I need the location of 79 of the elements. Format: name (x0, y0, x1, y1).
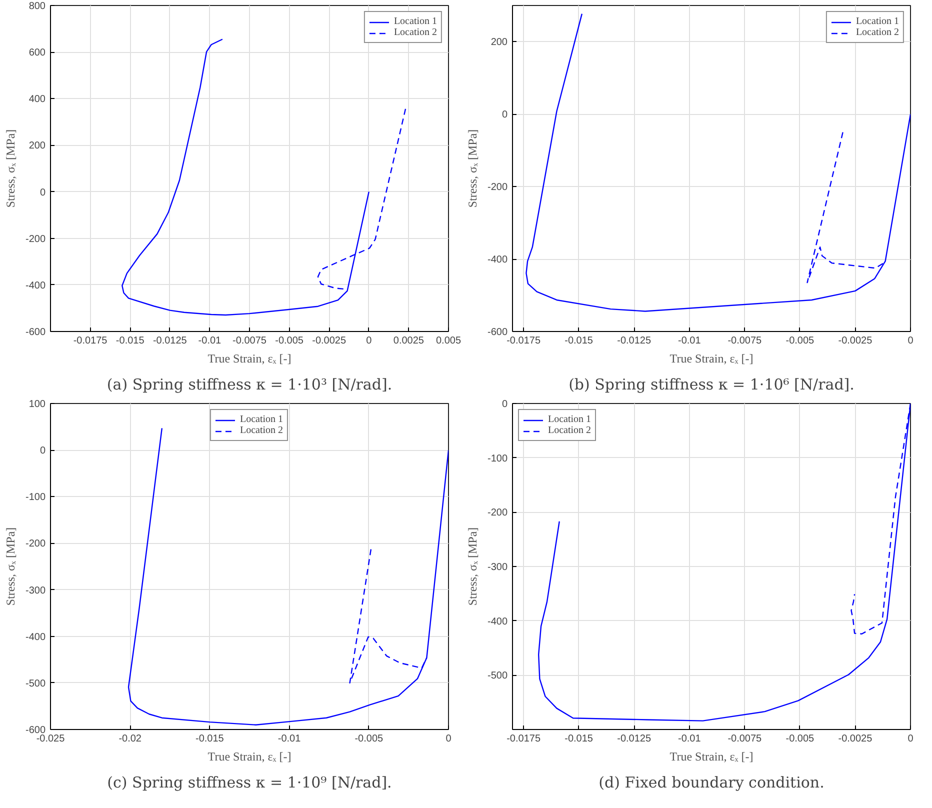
x-axis-title: True Strain, εₓ [-] (670, 750, 754, 764)
y-tick-label: 0 (40, 446, 46, 457)
legend-label: Location 1 (548, 414, 592, 425)
x-tick-label: -0.0075 (728, 336, 762, 346)
x-tick-label: -0.0125 (617, 734, 652, 744)
y-axis-title: Stress, σₓ [MPa] (3, 527, 18, 606)
legend-label: Location 2 (548, 425, 592, 436)
y-tick-label: -600 (25, 725, 46, 736)
y-tick-label: -600 (25, 327, 46, 338)
x-axis-title: True Strain, εₓ [-] (208, 352, 292, 366)
x-tick-label: -0.0175 (73, 336, 108, 346)
text: (d) Fixed boundary condition. (598, 774, 824, 792)
y-tick-label: -400 (25, 280, 46, 292)
x-tick-label: -0.0175 (506, 336, 541, 346)
y-tick-label: -400 (487, 616, 508, 628)
text: (b) Spring stiffness κ = 1·10⁶ [N/rad]. (568, 376, 854, 394)
x-tick-label: -0.0125 (617, 336, 652, 346)
y-tick-label: -300 (25, 585, 46, 596)
x-axis-title: True Strain, εₓ [-] (670, 352, 754, 366)
y-axis-title: Stress, σₓ [MPa] (3, 129, 18, 208)
x-tick-label: -0.015 (196, 734, 224, 744)
x-tick-label: -0.02 (118, 734, 142, 744)
y-tick-label: -200 (487, 182, 508, 194)
x-tick-label: -0.0175 (506, 734, 541, 744)
y-tick-label: 100 (28, 399, 46, 410)
y-tick-label: 0 (502, 110, 508, 121)
y-tick-label: -100 (25, 492, 46, 504)
y-tick-label: 800 (28, 1, 46, 12)
x-tick-label: -0.0075 (728, 734, 762, 744)
x-tick-label: -0.01 (678, 734, 702, 744)
y-tick-label: -400 (25, 632, 46, 643)
x-tick-label: 0 (446, 734, 452, 744)
legend-label: Location 1 (394, 16, 437, 27)
x-tick-label: 0 (908, 734, 914, 744)
y-tick-label: 200 (28, 140, 46, 152)
y-tick-label: -300 (487, 562, 508, 573)
x-axis-title: True Strain, εₓ [-] (208, 750, 292, 764)
x-tick-label: 0.005 (436, 336, 462, 346)
y-tick-label: -500 (487, 670, 508, 682)
x-tick-label: -0.01 (278, 734, 302, 744)
x-tick-label: 0 (908, 336, 914, 346)
y-tick-label: -400 (487, 254, 508, 266)
x-tick-label: -0.005 (786, 336, 815, 346)
x-tick-label: -0.005 (275, 336, 304, 346)
x-tick-label: -0.005 (786, 734, 815, 744)
x-tick-label: -0.01 (198, 336, 222, 346)
x-tick-label: -0.015 (564, 734, 594, 744)
x-tick-label: -0.0025 (838, 734, 873, 744)
y-tick-label: 600 (28, 48, 46, 59)
y-tick-label: 200 (490, 37, 508, 48)
y-tick-label: 0 (502, 399, 508, 410)
y-axis-title: Stress, σₓ [MPa] (465, 129, 480, 208)
x-tick-label: -0.015 (564, 336, 594, 346)
y-tick-label: -200 (25, 538, 46, 550)
x-tick-label: -0.0025 (838, 336, 873, 346)
x-tick-label: -0.0125 (152, 336, 188, 346)
legend-label: Location 2 (394, 27, 437, 38)
y-tick-label: 0 (40, 187, 46, 198)
x-tick-label: -0.0025 (312, 336, 346, 346)
x-tick-label: -0.01 (678, 336, 702, 346)
y-tick-label: -200 (487, 508, 508, 519)
x-tick-label: -0.0075 (232, 336, 267, 346)
y-tick-label: -500 (25, 678, 46, 690)
legend-label: Location 1 (856, 16, 899, 27)
x-tick-label: -0.015 (116, 336, 145, 346)
x-tick-label: 0 (366, 336, 372, 346)
y-tick-label: -100 (487, 453, 508, 464)
text: (a) Spring stiffness κ = 1·10³ [N/rad]. (106, 376, 392, 394)
y-tick-label: 400 (28, 94, 46, 106)
x-tick-label: -0.025 (36, 734, 66, 744)
text: (c) Spring stiffness κ = 1·10⁹ [N/rad]. (107, 774, 392, 792)
x-tick-label: -0.005 (354, 734, 384, 744)
legend-label: Location 2 (856, 27, 899, 38)
y-tick-label: -200 (25, 234, 46, 245)
x-tick-label: 0.0025 (393, 336, 424, 346)
legend-label: Location 1 (240, 414, 284, 425)
y-tick-label: -600 (487, 327, 508, 338)
legend-label: Location 2 (240, 425, 284, 436)
y-axis-title: Stress, σₓ [MPa] (465, 527, 480, 606)
